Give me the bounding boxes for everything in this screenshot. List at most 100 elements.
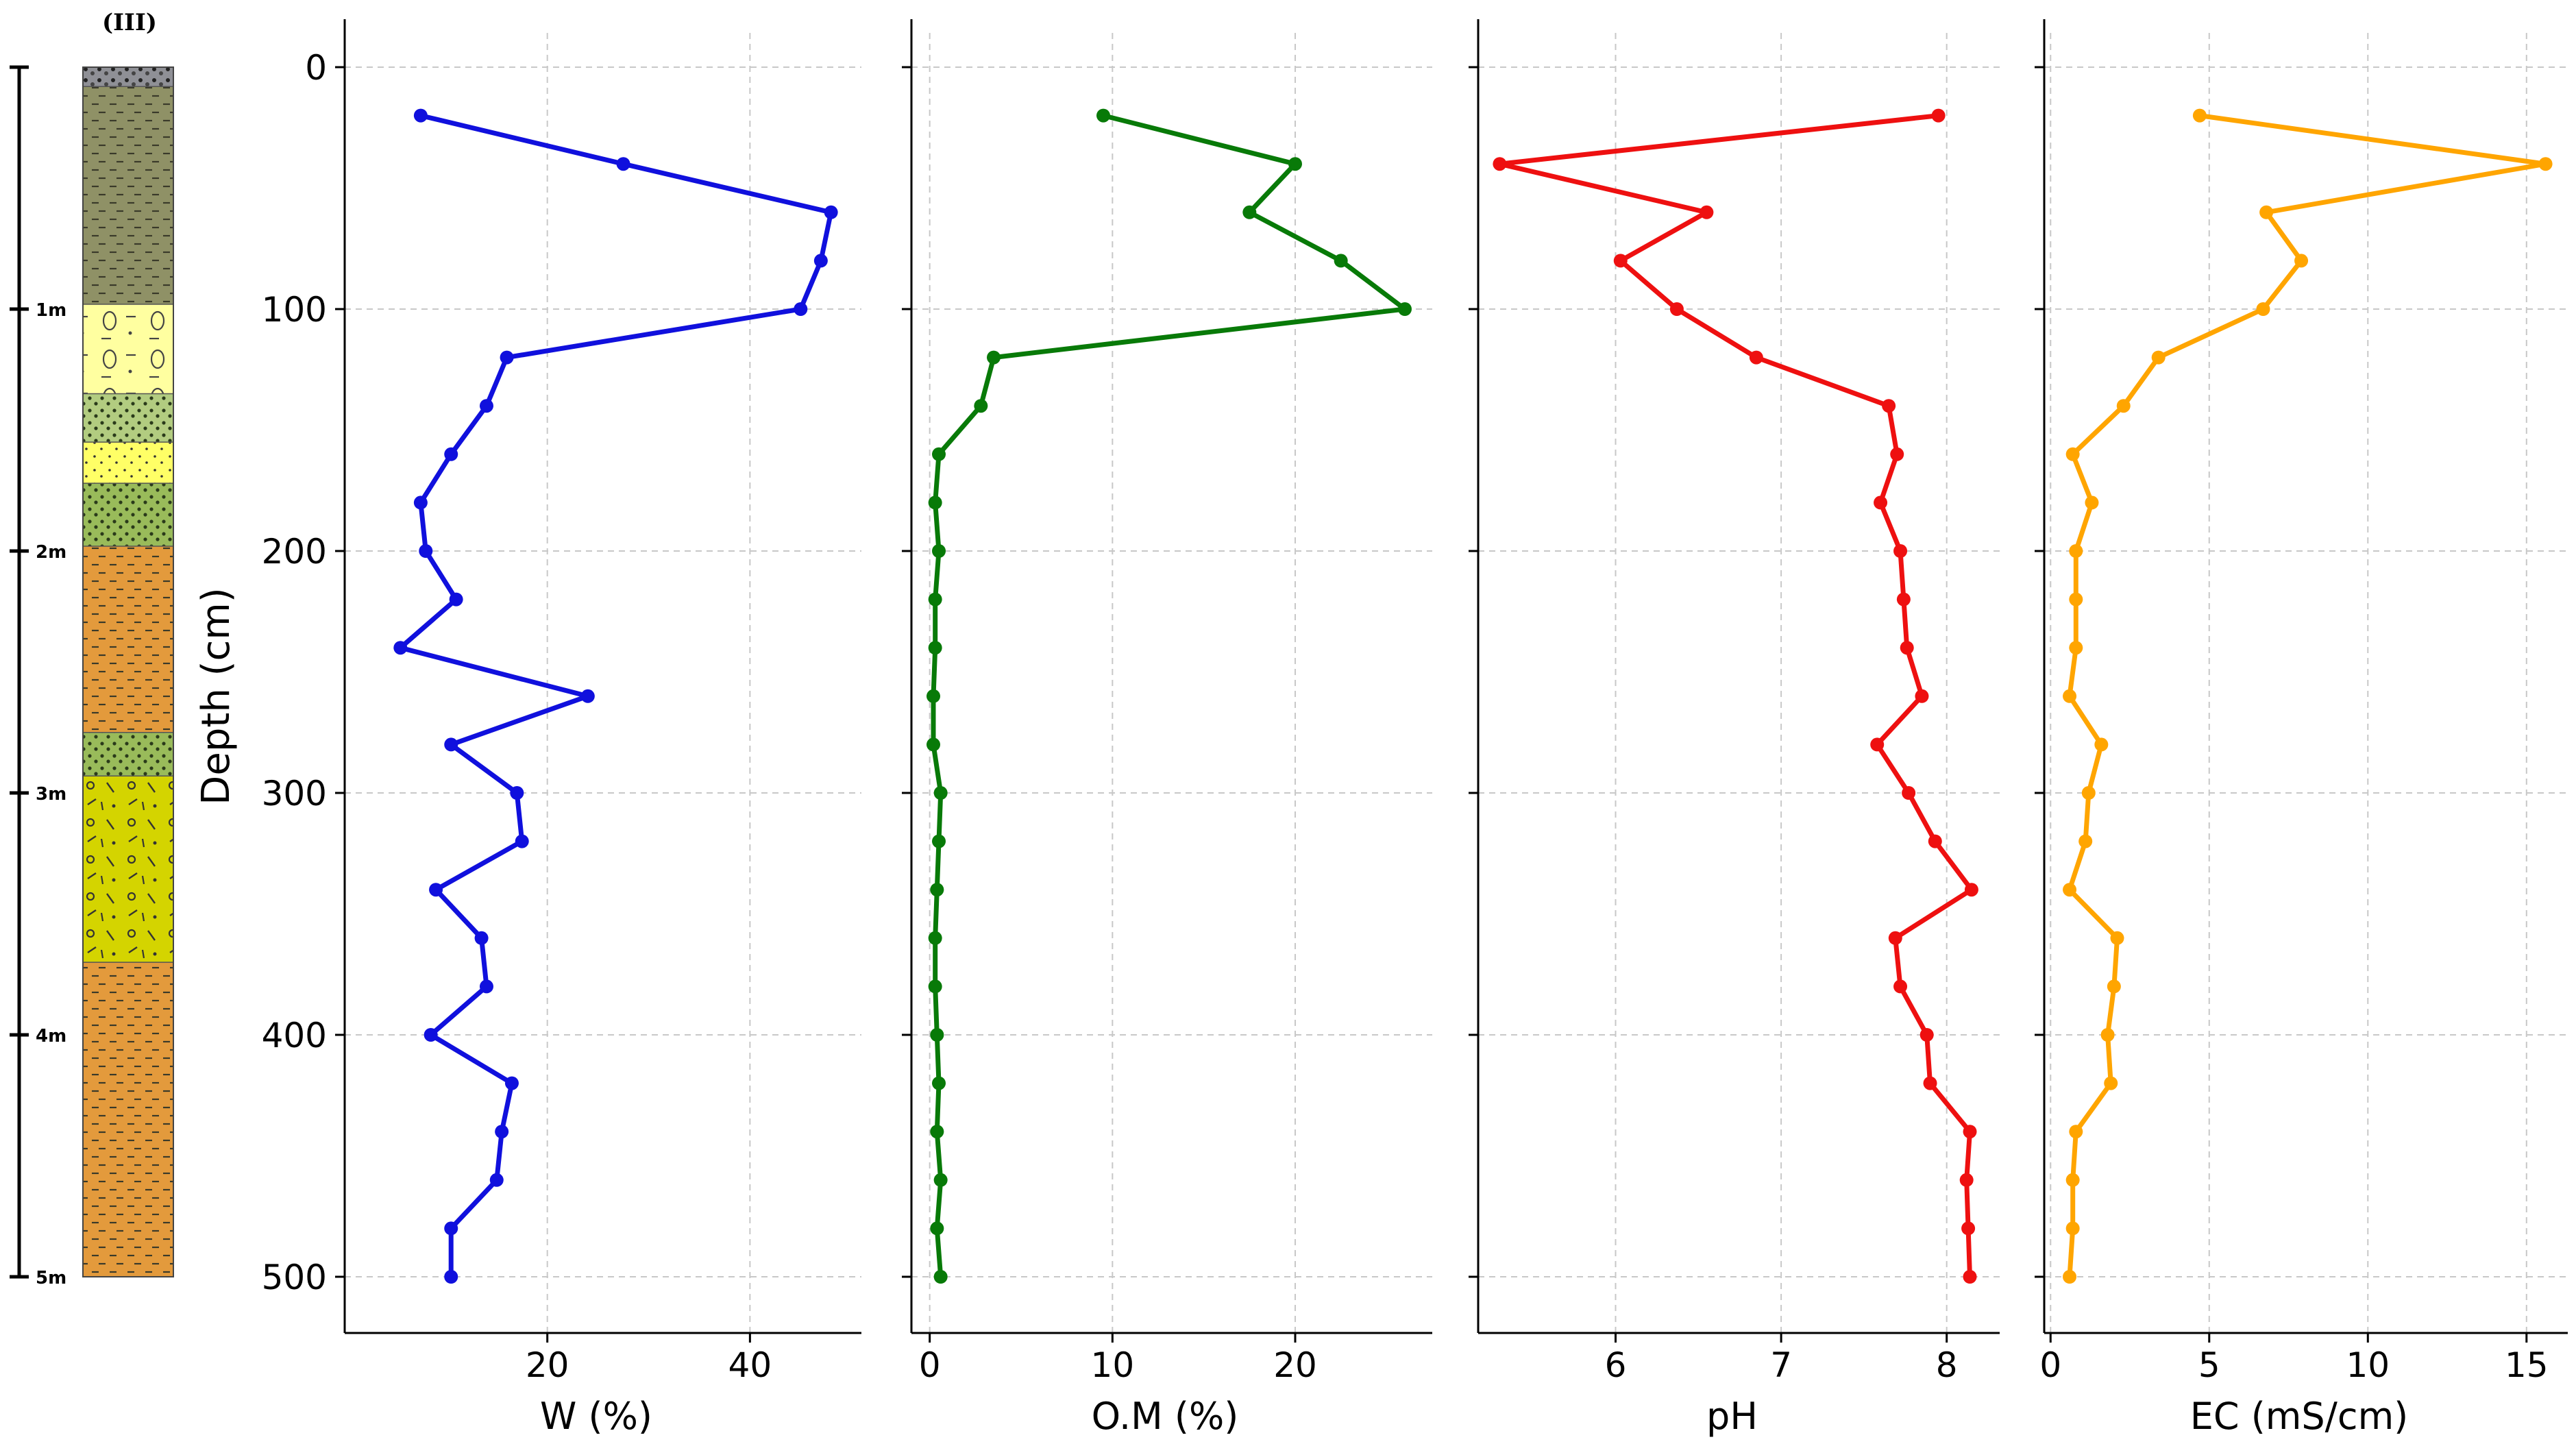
data-point xyxy=(2085,495,2099,510)
strat-layer-pattern xyxy=(83,393,173,443)
x-tick-label: 10 xyxy=(2346,1345,2390,1385)
strat-layer-pattern xyxy=(83,776,173,963)
data-point xyxy=(2100,1028,2115,1042)
data-point xyxy=(1902,786,1916,800)
data-point xyxy=(510,786,524,800)
data-point xyxy=(928,979,942,994)
data-point xyxy=(500,350,514,365)
data-point xyxy=(616,157,630,171)
data-point xyxy=(1893,544,1908,558)
data-point xyxy=(2078,834,2093,848)
data-point xyxy=(930,1221,944,1236)
x-tick-label: 6 xyxy=(1605,1345,1627,1385)
data-point xyxy=(2107,979,2121,994)
data-point xyxy=(1963,1270,1977,1284)
strat-column-border xyxy=(82,66,174,1277)
y-tick-label: 400 xyxy=(262,1016,327,1055)
data-point xyxy=(413,108,428,123)
depth-scale-label: 1m xyxy=(36,300,66,321)
data-point xyxy=(2259,205,2274,219)
data-point xyxy=(2151,350,2166,365)
data-point xyxy=(1890,447,1904,461)
data-point xyxy=(413,495,428,510)
strat-layer-pattern xyxy=(83,86,173,304)
data-point xyxy=(449,592,463,607)
depth-scale-label: 4m xyxy=(36,1026,66,1047)
y-axis-label: Depth (cm) xyxy=(194,587,238,805)
data-point xyxy=(2110,931,2124,945)
strat-layer-pattern xyxy=(83,483,173,546)
data-point xyxy=(479,979,493,994)
x-tick-label: 20 xyxy=(1273,1345,1317,1385)
data-point xyxy=(930,883,944,897)
x-axis-label: EC (mS/cm) xyxy=(2190,1395,2409,1438)
data-point xyxy=(2538,157,2553,171)
data-point xyxy=(1749,350,1763,365)
data-point xyxy=(928,931,942,945)
x-tick-label: 8 xyxy=(1936,1345,1958,1385)
data-point xyxy=(429,883,443,897)
data-point xyxy=(419,544,433,558)
data-point xyxy=(474,931,489,945)
x-tick-label: 10 xyxy=(1091,1345,1135,1385)
data-point xyxy=(495,1125,509,1139)
data-point xyxy=(933,1173,948,1187)
data-point xyxy=(2081,786,2096,800)
x-tick-label: 20 xyxy=(526,1345,569,1385)
data-point xyxy=(813,254,828,268)
data-point xyxy=(2104,1076,2118,1090)
y-tick-label: 200 xyxy=(262,532,327,572)
x-axis-label: O.M (%) xyxy=(1092,1395,1239,1438)
depth-scale: 1m 2m 3m 4m 5m xyxy=(10,65,66,1288)
data-point xyxy=(1919,1028,1934,1042)
data-point xyxy=(444,737,458,752)
data-point xyxy=(1242,205,1257,219)
data-point xyxy=(1964,883,1978,897)
y-tick-label: 300 xyxy=(262,774,327,813)
y-tick-label: 500 xyxy=(262,1258,327,1297)
series-line-om xyxy=(931,113,1408,1277)
series-line-w xyxy=(397,113,834,1277)
data-point xyxy=(1900,641,1914,655)
x-tick-label: 40 xyxy=(728,1345,772,1385)
data-point xyxy=(1923,1076,1937,1090)
depth-scale-label: 5m xyxy=(36,1268,66,1288)
x-axis-label: pH xyxy=(1706,1395,1758,1438)
data-point xyxy=(932,544,946,558)
data-point xyxy=(1961,1221,1976,1236)
data-point xyxy=(1669,302,1684,316)
data-point xyxy=(444,1270,458,1284)
data-point xyxy=(2192,108,2207,123)
y-tick-label: 0 xyxy=(305,48,327,88)
data-point xyxy=(928,592,942,607)
y-tick-label: 100 xyxy=(262,290,327,330)
data-point xyxy=(504,1076,519,1090)
data-point xyxy=(1874,495,1888,510)
data-point xyxy=(2116,399,2131,413)
data-point xyxy=(2069,544,2083,558)
data-point xyxy=(580,689,595,703)
data-point xyxy=(1931,108,1946,123)
data-point xyxy=(444,447,458,461)
data-point xyxy=(424,1028,438,1042)
data-point xyxy=(2065,1173,2080,1187)
data-point xyxy=(1870,737,1885,752)
data-point xyxy=(2063,883,2077,897)
strat-layer-pattern xyxy=(83,962,173,1277)
strat-layer-pattern xyxy=(83,732,173,776)
data-point xyxy=(1893,979,1908,994)
data-point xyxy=(1700,205,1714,219)
column-label: (III) xyxy=(102,9,157,36)
data-point xyxy=(2256,302,2270,316)
data-point xyxy=(1928,834,1942,848)
data-point xyxy=(933,786,948,800)
panel-ec: 0 5 10 15 EC (mS/cm) xyxy=(2035,19,2568,1438)
x-tick-label: 7 xyxy=(1770,1345,1792,1385)
data-point xyxy=(2063,1270,2077,1284)
data-point xyxy=(927,737,940,752)
panel-om: 0 10 20 O.M (%) xyxy=(902,19,1432,1438)
data-point xyxy=(2069,592,2083,607)
x-tick-label: 15 xyxy=(2505,1345,2549,1385)
